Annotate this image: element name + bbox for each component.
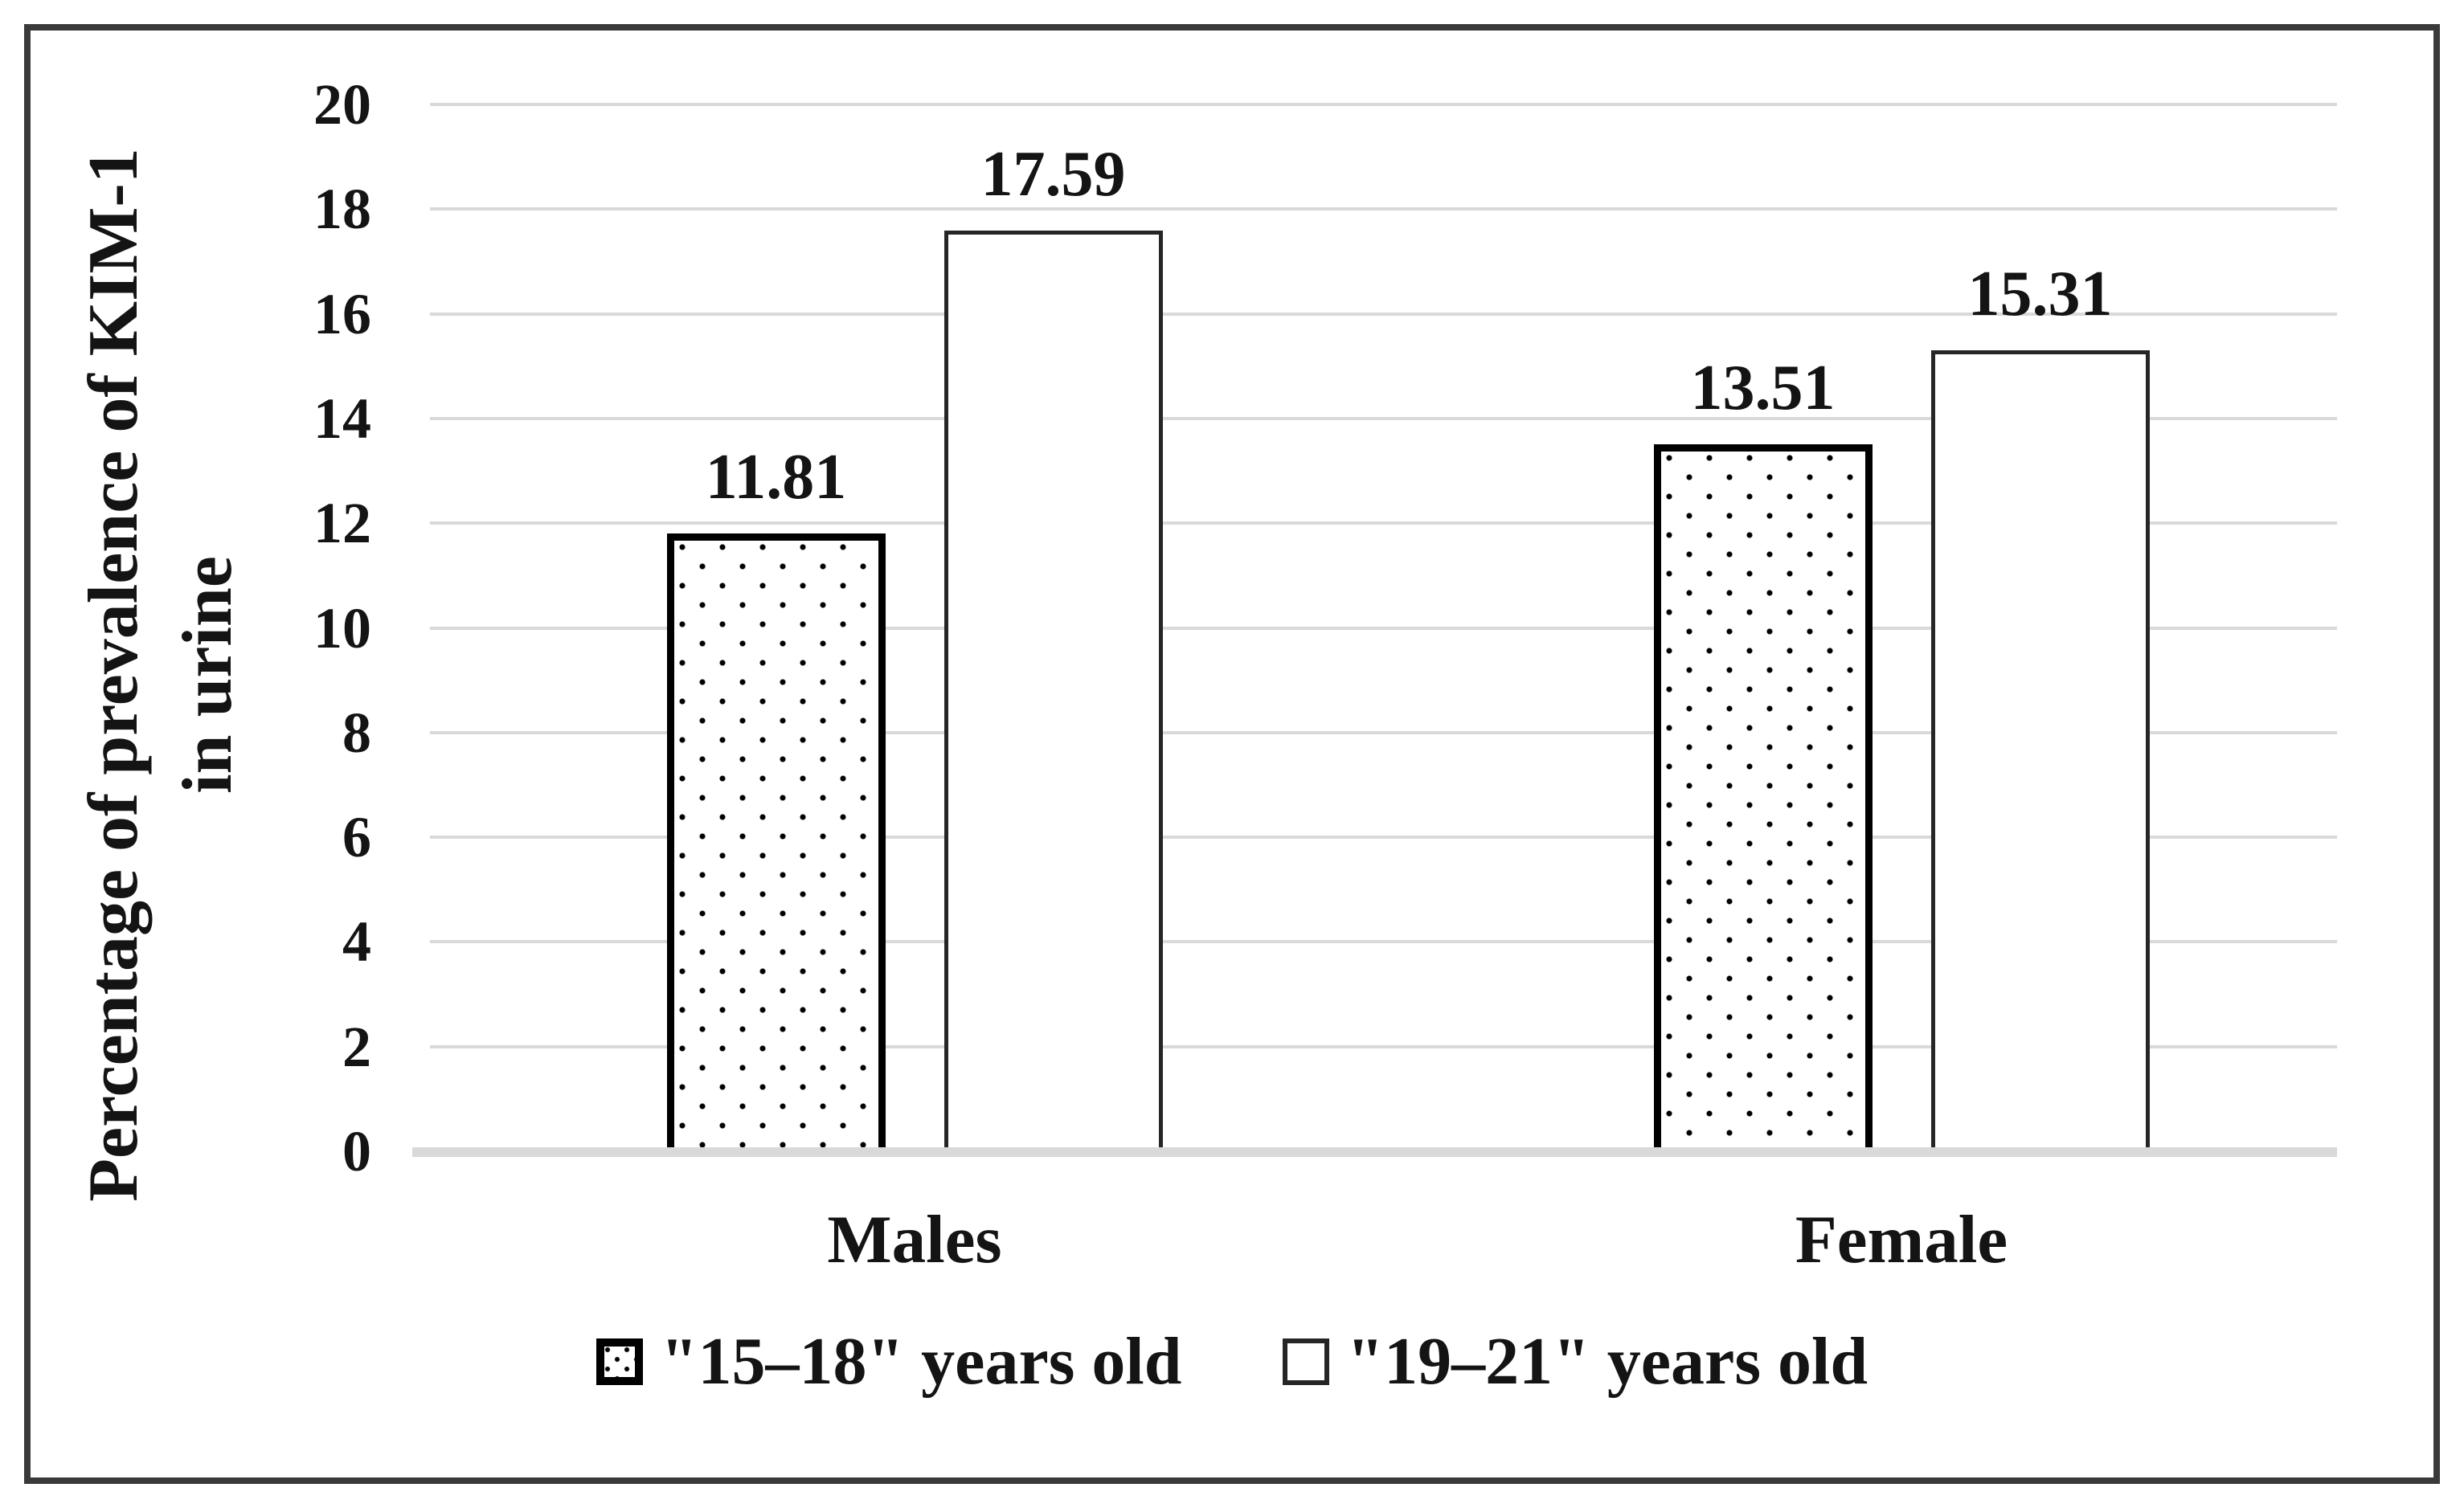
figure-border: [24, 24, 2440, 1484]
y-tick-label: 2: [342, 1014, 371, 1079]
bar-female-15-18: [1653, 443, 1873, 1154]
gridline: [430, 103, 2337, 106]
y-tick-label: 18: [313, 177, 371, 242]
gridline: [430, 521, 2337, 525]
y-tick-label: 16: [313, 281, 371, 346]
bar-value-label: 17.59: [980, 139, 1126, 210]
category-label: Males: [827, 1202, 1002, 1277]
gridline: [430, 312, 2337, 316]
y-tick-label: 0: [342, 1119, 371, 1183]
y-tick-label: 12: [313, 491, 371, 556]
gridline: [430, 1044, 2337, 1048]
gridline: [430, 836, 2337, 840]
y-tick-label: 6: [342, 805, 371, 870]
legend-swatch-15-18: [596, 1338, 643, 1385]
legend-item: "19–21" years old: [1282, 1322, 1868, 1402]
bar-males-19-21: [943, 231, 1163, 1154]
gridline: [430, 207, 2337, 211]
legend-item: "15–18" years old: [596, 1322, 1182, 1402]
category-label: Female: [1795, 1202, 2008, 1277]
gridline: [430, 730, 2337, 734]
legend: "15–18" years old "19–21" years old: [0, 1322, 2464, 1402]
gridline: [430, 626, 2337, 630]
legend-label: "19–21" years old: [1346, 1324, 1868, 1399]
bar-value-label: 11.81: [705, 441, 847, 513]
bar-males-15-18: [666, 533, 886, 1154]
legend-swatch-19-21: [1282, 1338, 1329, 1385]
bar-value-label: 15.31: [1967, 258, 2113, 329]
gridline: [430, 416, 2337, 420]
y-tick-label: 14: [313, 386, 371, 451]
bar-value-label: 13.51: [1690, 352, 1836, 423]
legend-label: "15–18" years old: [660, 1324, 1182, 1399]
y-tick-label: 4: [342, 909, 371, 975]
bar-female-19-21: [1930, 349, 2150, 1154]
y-tick-label: 8: [342, 700, 371, 765]
x-axis-line: [412, 1147, 2337, 1157]
gridline: [430, 940, 2337, 944]
y-tick-label: 10: [313, 595, 371, 660]
y-tick-label: 20: [313, 72, 371, 137]
